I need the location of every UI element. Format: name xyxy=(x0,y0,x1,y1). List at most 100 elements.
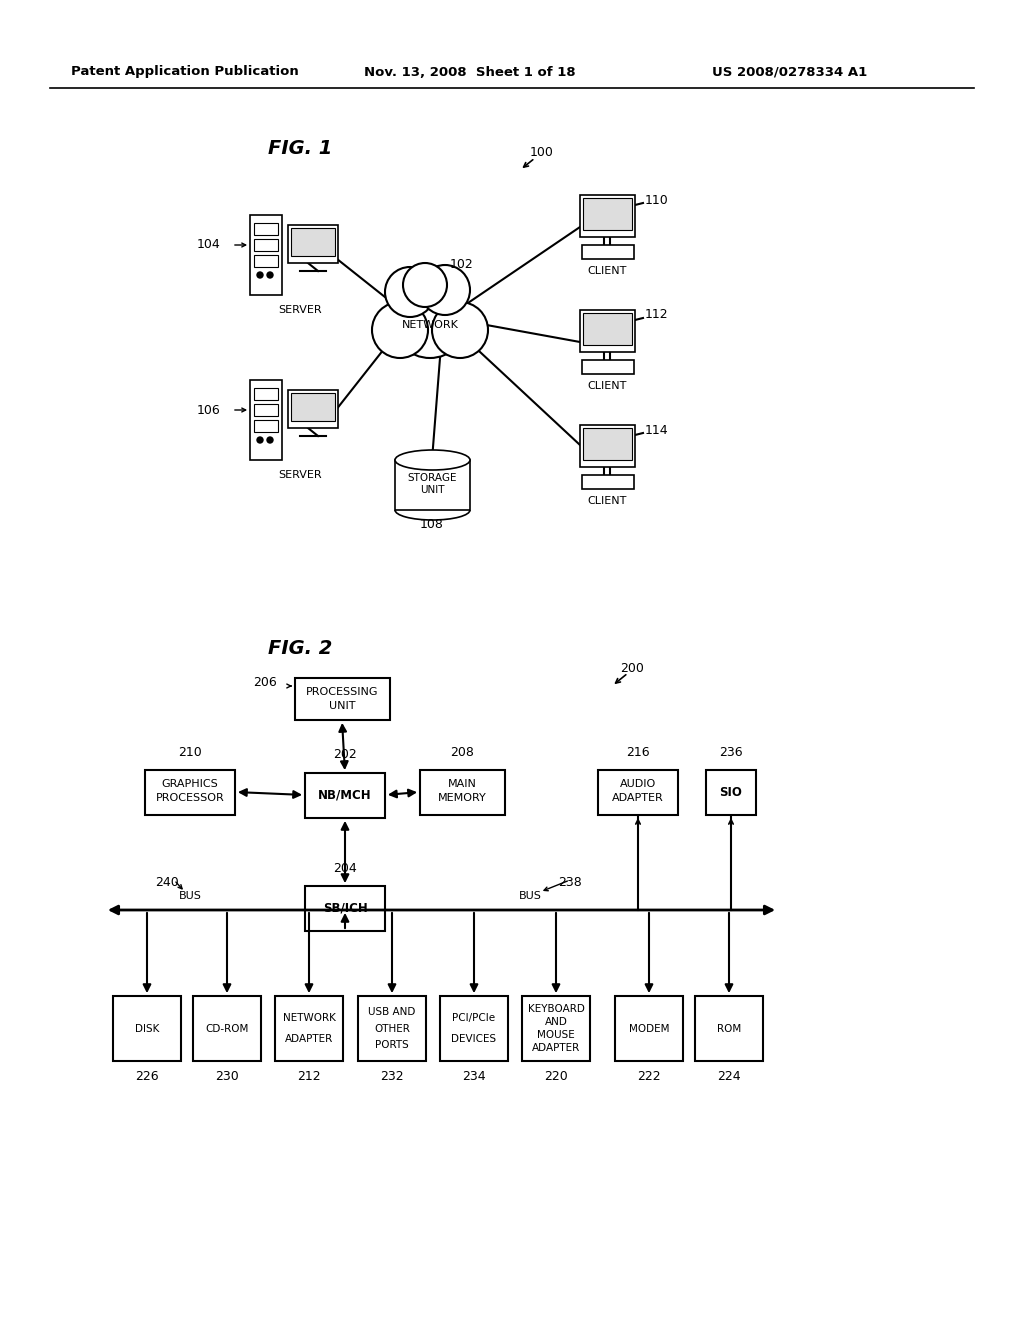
Text: KEYBOARD: KEYBOARD xyxy=(527,1005,585,1014)
Circle shape xyxy=(257,272,263,279)
Text: SERVER: SERVER xyxy=(279,470,322,480)
Text: 104: 104 xyxy=(197,239,220,252)
FancyBboxPatch shape xyxy=(288,389,338,428)
FancyBboxPatch shape xyxy=(254,404,278,416)
FancyBboxPatch shape xyxy=(305,774,385,818)
FancyBboxPatch shape xyxy=(582,246,634,259)
Text: UNIT: UNIT xyxy=(420,484,444,495)
FancyBboxPatch shape xyxy=(254,420,278,432)
Text: 110: 110 xyxy=(645,194,669,206)
Text: 212: 212 xyxy=(297,1071,321,1084)
Text: 102: 102 xyxy=(450,259,474,272)
Text: SERVER: SERVER xyxy=(279,305,322,315)
Text: OTHER: OTHER xyxy=(374,1023,410,1034)
FancyBboxPatch shape xyxy=(254,239,278,251)
Text: SIO: SIO xyxy=(720,785,742,799)
Text: 114: 114 xyxy=(645,424,669,437)
Circle shape xyxy=(372,302,428,358)
FancyBboxPatch shape xyxy=(250,380,282,459)
FancyBboxPatch shape xyxy=(580,425,635,467)
Text: 238: 238 xyxy=(558,875,582,888)
Text: 220: 220 xyxy=(544,1071,568,1084)
Text: 224: 224 xyxy=(717,1071,740,1084)
Text: FIG. 1: FIG. 1 xyxy=(268,139,332,157)
Text: Nov. 13, 2008  Sheet 1 of 18: Nov. 13, 2008 Sheet 1 of 18 xyxy=(365,66,575,78)
Text: 108: 108 xyxy=(420,519,444,532)
Ellipse shape xyxy=(395,450,470,470)
Text: 234: 234 xyxy=(462,1071,485,1084)
Text: GRAPHICS: GRAPHICS xyxy=(162,779,218,789)
FancyBboxPatch shape xyxy=(583,313,632,345)
Text: NB/MCH: NB/MCH xyxy=(318,788,372,801)
FancyBboxPatch shape xyxy=(420,770,505,814)
FancyBboxPatch shape xyxy=(395,459,470,510)
FancyBboxPatch shape xyxy=(254,255,278,267)
FancyBboxPatch shape xyxy=(440,997,508,1061)
Circle shape xyxy=(403,263,447,308)
FancyBboxPatch shape xyxy=(706,770,756,814)
Text: 206: 206 xyxy=(253,676,278,689)
FancyBboxPatch shape xyxy=(305,886,385,931)
FancyBboxPatch shape xyxy=(358,997,426,1061)
Text: STORAGE: STORAGE xyxy=(408,473,457,483)
Text: 200: 200 xyxy=(620,661,644,675)
Text: PCI/PCIe: PCI/PCIe xyxy=(453,1012,496,1023)
Text: MOUSE: MOUSE xyxy=(538,1030,574,1040)
Text: 230: 230 xyxy=(215,1071,239,1084)
FancyBboxPatch shape xyxy=(254,223,278,235)
Text: SB/ICH: SB/ICH xyxy=(323,902,368,915)
Text: 216: 216 xyxy=(627,746,650,759)
Text: ADAPTER: ADAPTER xyxy=(285,1035,333,1044)
Text: BUS: BUS xyxy=(518,891,542,902)
FancyBboxPatch shape xyxy=(275,997,343,1061)
Text: PROCESSING: PROCESSING xyxy=(306,686,378,697)
Text: 240: 240 xyxy=(155,875,179,888)
Circle shape xyxy=(432,302,488,358)
FancyBboxPatch shape xyxy=(295,678,390,719)
FancyBboxPatch shape xyxy=(580,195,635,238)
FancyBboxPatch shape xyxy=(250,215,282,294)
Text: Patent Application Publication: Patent Application Publication xyxy=(71,66,299,78)
FancyBboxPatch shape xyxy=(598,770,678,814)
FancyBboxPatch shape xyxy=(580,310,635,352)
Text: MODEM: MODEM xyxy=(629,1023,670,1034)
Text: 202: 202 xyxy=(333,748,357,762)
FancyBboxPatch shape xyxy=(288,224,338,263)
Text: 210: 210 xyxy=(178,746,202,759)
Text: 226: 226 xyxy=(135,1071,159,1084)
FancyBboxPatch shape xyxy=(582,360,634,374)
Text: 204: 204 xyxy=(333,862,357,874)
FancyBboxPatch shape xyxy=(522,997,590,1061)
FancyBboxPatch shape xyxy=(695,997,763,1061)
Text: BUS: BUS xyxy=(178,891,202,902)
FancyBboxPatch shape xyxy=(193,997,261,1061)
Text: MAIN: MAIN xyxy=(447,779,476,789)
FancyBboxPatch shape xyxy=(254,388,278,400)
FancyBboxPatch shape xyxy=(291,393,335,421)
Text: UNIT: UNIT xyxy=(329,701,355,711)
Circle shape xyxy=(385,267,435,317)
FancyBboxPatch shape xyxy=(291,228,335,256)
Text: USB AND: USB AND xyxy=(369,1007,416,1018)
FancyBboxPatch shape xyxy=(583,428,632,459)
Circle shape xyxy=(257,437,263,444)
Text: 236: 236 xyxy=(719,746,742,759)
Text: FIG. 2: FIG. 2 xyxy=(268,639,332,657)
Text: US 2008/0278334 A1: US 2008/0278334 A1 xyxy=(713,66,867,78)
FancyBboxPatch shape xyxy=(615,997,683,1061)
Circle shape xyxy=(267,272,273,279)
Circle shape xyxy=(267,437,273,444)
Text: NETWORK: NETWORK xyxy=(401,319,459,330)
FancyBboxPatch shape xyxy=(583,198,632,230)
FancyBboxPatch shape xyxy=(582,475,634,488)
Text: 100: 100 xyxy=(530,145,554,158)
Text: NETWORK: NETWORK xyxy=(283,1012,336,1023)
Text: ROM: ROM xyxy=(717,1023,741,1034)
Text: 112: 112 xyxy=(645,309,669,322)
Text: ADAPTER: ADAPTER xyxy=(531,1043,581,1053)
Text: CLIENT: CLIENT xyxy=(588,496,627,506)
Text: DISK: DISK xyxy=(135,1023,159,1034)
Text: CD-ROM: CD-ROM xyxy=(206,1023,249,1034)
Circle shape xyxy=(392,282,468,358)
Text: ADAPTER: ADAPTER xyxy=(612,793,664,803)
